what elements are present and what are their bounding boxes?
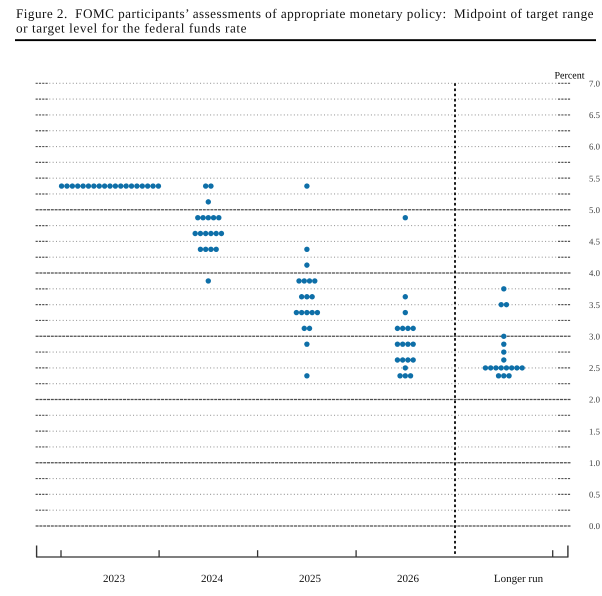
svg-text:Figure 2. FOMC participants’: Figure 2. FOMC participants’ assessments… (16, 6, 594, 21)
svg-text:2026: 2026 (397, 573, 420, 585)
svg-text:or target level for the federa: or target level for the federal funds ra… (16, 20, 247, 35)
svg-text:3.5: 3.5 (589, 300, 601, 310)
svg-text:1.5: 1.5 (589, 426, 601, 436)
svg-text:7.0: 7.0 (589, 79, 601, 89)
svg-text:2.0: 2.0 (589, 395, 601, 405)
svg-text:2023: 2023 (103, 573, 126, 585)
svg-text:2.5: 2.5 (589, 363, 601, 373)
svg-text:5.0: 5.0 (589, 205, 601, 215)
svg-text:3.0: 3.0 (589, 331, 601, 341)
svg-text:Longer run: Longer run (494, 573, 544, 585)
svg-text:Percent: Percent (555, 70, 585, 81)
svg-text:5.5: 5.5 (589, 173, 601, 183)
svg-text:4.0: 4.0 (589, 268, 601, 278)
svg-text:6.0: 6.0 (589, 142, 601, 152)
svg-text:4.5: 4.5 (589, 237, 601, 247)
svg-text:2024: 2024 (201, 573, 224, 585)
svg-text:6.5: 6.5 (589, 110, 601, 120)
svg-text:2025: 2025 (299, 573, 322, 585)
svg-text:1.0: 1.0 (589, 458, 601, 468)
svg-text:0.5: 0.5 (589, 490, 601, 500)
svg-text:0.0: 0.0 (589, 521, 601, 531)
